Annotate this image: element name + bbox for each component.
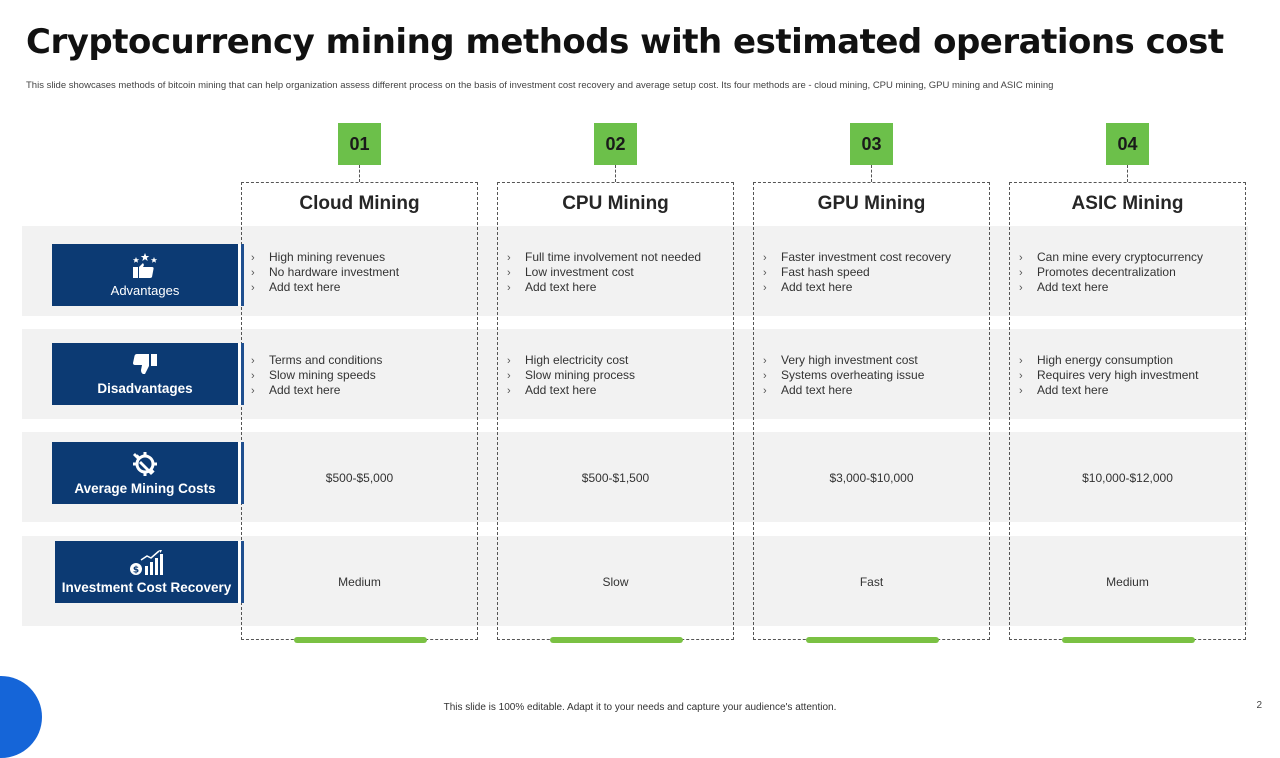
list-item: › Add text here xyxy=(1019,280,1109,294)
disadvantages-cell-cpu: › High electricity cost › Slow mining proc… xyxy=(497,353,734,398)
row-label-text: Advantages xyxy=(110,282,180,298)
method-column-cloud: Cloud Mining xyxy=(241,182,478,643)
list-item: › Add text here xyxy=(1019,383,1109,397)
accent-bar xyxy=(294,637,427,643)
list-item: › Low investment cost xyxy=(507,265,634,279)
list-item: › Requires very high investment xyxy=(1019,368,1199,382)
accent-bar xyxy=(806,637,939,643)
method-column-asic: ASIC Mining xyxy=(1009,182,1246,643)
thumbs-up-stars-icon xyxy=(132,252,158,278)
svg-text:$: $ xyxy=(132,565,138,575)
method-heading: Cloud Mining xyxy=(299,193,420,214)
corner-decoration xyxy=(0,676,42,758)
list-item: › Slow mining process xyxy=(507,368,636,382)
list-item: › Add text here xyxy=(763,383,853,397)
method-number-02: 02 xyxy=(594,123,637,165)
row-label-costs: Average Mining Costs xyxy=(52,442,241,504)
advantages-cell-cloud: › High mining revenues › No hardware inves… xyxy=(241,250,478,295)
list-item: › Full time involvement not needed xyxy=(507,250,702,264)
cost-value-cpu: $500-$1,500 xyxy=(581,471,650,485)
row-label-recovery: $ Investment Cost Recovery xyxy=(55,541,241,603)
list-item: › Fast hash speed xyxy=(763,265,870,279)
accent-bar xyxy=(550,637,683,643)
recovery-value-gpu: Fast xyxy=(859,575,884,589)
list-item: › Can mine every cryptocurrency xyxy=(1019,250,1204,264)
method-heading: CPU Mining xyxy=(562,193,669,214)
method-number-01: 01 xyxy=(338,123,381,165)
method-column-gpu: GPU Mining xyxy=(753,182,990,643)
thumbs-down-icon xyxy=(133,353,157,374)
recovery-value-cpu: Slow xyxy=(602,575,629,589)
list-item: › Terms and conditions xyxy=(251,353,383,367)
list-item: › Systems overheating issue xyxy=(763,368,925,382)
connector-line xyxy=(615,165,616,182)
cost-value-gpu: $3,000-$10,000 xyxy=(829,471,914,485)
cost-value-asic: $10,000-$12,000 xyxy=(1082,471,1173,485)
cost-value-cloud: $500-$5,000 xyxy=(325,471,394,485)
row-label-text: Investment Cost Recovery xyxy=(61,579,232,595)
advantages-cell-gpu: › Faster investment cost recovery › Fast h… xyxy=(753,250,990,295)
recovery-value-asic: Medium xyxy=(1106,575,1149,589)
recovery-value-cloud: Medium xyxy=(338,575,381,589)
list-item: › High energy consumption xyxy=(1019,353,1174,367)
list-item: › Add text here xyxy=(251,280,341,294)
disadvantages-cell-gpu: › Very high investment cost › Systems over… xyxy=(753,353,990,398)
list-item: › Slow mining speeds xyxy=(251,368,376,382)
disadvantages-cell-asic: › High energy consumption › Requires very … xyxy=(1009,353,1246,398)
footer-note: This slide is 100% editable. Adapt it to… xyxy=(443,702,837,713)
connector-line xyxy=(871,165,872,182)
method-column-cpu: CPU Mining xyxy=(497,182,734,643)
list-item: › High mining revenues xyxy=(251,250,386,264)
slide-title: Cryptocurrency mining methods with estim… xyxy=(26,22,1224,62)
list-item: › Add text here xyxy=(251,383,341,397)
list-item: › High electricity cost xyxy=(507,353,629,367)
advantages-cell-asic: › Can mine every cryptocurrency › Promotes… xyxy=(1009,250,1246,295)
row-label-text: Disadvantages xyxy=(97,380,193,396)
gear-wrench-icon xyxy=(133,451,157,476)
list-item: › Add text here xyxy=(763,280,853,294)
list-item: › Add text here xyxy=(507,280,597,294)
dollar-growth-chart-icon: $ xyxy=(129,549,163,575)
connector-line xyxy=(1127,165,1128,182)
list-item: › No hardware investment xyxy=(251,265,400,279)
method-heading: GPU Mining xyxy=(817,193,926,214)
list-item: › Faster investment cost recovery xyxy=(763,250,952,264)
accent-bar xyxy=(1062,637,1195,643)
connector-line xyxy=(359,165,360,182)
slide-subtitle: This slide showcases methods of bitcoin … xyxy=(26,80,1054,91)
page-number: 2 xyxy=(1256,700,1262,711)
advantages-cell-cpu: › Full time involvement not needed › Low i… xyxy=(497,250,734,295)
row-label-advantages: Advantages xyxy=(52,244,241,306)
list-item: › Add text here xyxy=(507,383,597,397)
method-number-03: 03 xyxy=(850,123,893,165)
row-label-text: Average Mining Costs xyxy=(74,480,216,496)
method-heading: ASIC Mining xyxy=(1071,193,1184,214)
list-item: › Promotes decentralization xyxy=(1019,265,1176,279)
method-number-04: 04 xyxy=(1106,123,1149,165)
disadvantages-cell-cloud: › Terms and conditions › Slow mining speed… xyxy=(241,353,478,398)
list-item: › Very high investment cost xyxy=(763,353,918,367)
row-label-disadvantages: Disadvantages xyxy=(52,343,241,405)
